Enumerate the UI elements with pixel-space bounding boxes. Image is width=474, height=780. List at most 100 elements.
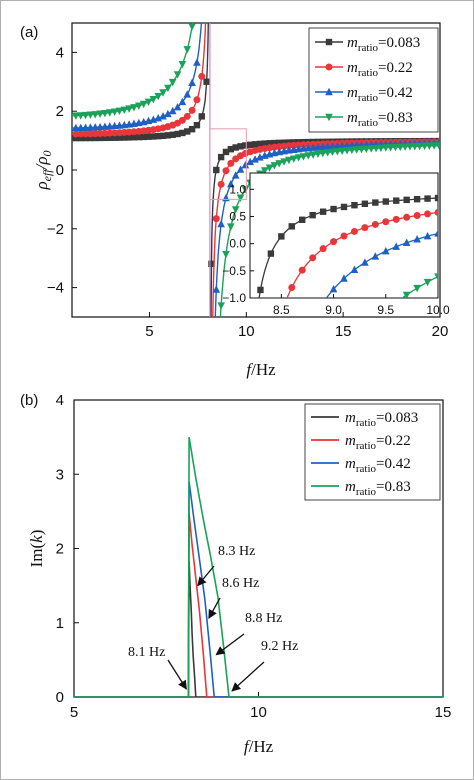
inset-series-marker-2: [434, 229, 438, 237]
inset-series-marker-0: [288, 223, 295, 230]
legend-entry-1: mratio=0.22: [347, 60, 413, 79]
series-marker-3: [381, 144, 390, 152]
series-marker-2: [217, 219, 225, 228]
series-marker-2: [227, 179, 235, 188]
series-marker-1: [72, 130, 80, 138]
series-marker-3: [125, 105, 133, 113]
panel-a-curves: [72, 23, 440, 317]
panel-b-ylabel: Im(k): [27, 530, 46, 568]
series-marker-3: [362, 145, 371, 153]
series-marker-0: [251, 141, 259, 148]
inset-series-marker-0: [403, 196, 410, 204]
series-marker-3: [323, 149, 332, 157]
series-marker-1: [217, 180, 225, 188]
series-marker-0: [145, 133, 152, 140]
series-marker-3: [415, 142, 424, 151]
inset-series-marker-1: [350, 227, 358, 235]
inset-series-marker-2: [361, 258, 369, 266]
inset-series-marker-3: [402, 291, 411, 298]
inset-series-marker-1: [288, 284, 296, 292]
series-marker-0: [232, 144, 239, 151]
inset-series-marker-0: [309, 211, 316, 219]
series-marker-3: [96, 110, 104, 118]
series-marker-3: [81, 111, 90, 120]
series-marker-3: [265, 164, 274, 172]
series-marker-2: [231, 171, 240, 179]
inset-series-marker-0: [330, 205, 337, 213]
inset-series-marker-3: [434, 273, 438, 281]
panel-b-chart: (b) 5 10 15 0 1 2 3 4 f/Hz Im(k) mratio=0.083 mratio…: [20, 392, 451, 756]
series-marker-0: [101, 134, 109, 142]
panel-b-ytick-label: 1: [56, 615, 64, 632]
legend-marker-1: [325, 63, 333, 71]
series-marker-3: [420, 142, 429, 151]
panel-a-chart: (a) 5 10 15 20 −4 −2 0 2 4 f/Hz ρeff/ρ0 mratio=0.083…: [20, 22, 450, 379]
series-line-b-1: [74, 513, 443, 697]
inset-series-marker-1: [434, 208, 438, 216]
series-marker-2: [178, 97, 187, 106]
inset-series-marker-2: [329, 285, 338, 293]
inset-series-marker-0: [434, 194, 438, 202]
inset-series-marker-2: [423, 232, 432, 240]
series-marker-2: [212, 285, 221, 293]
series-marker-3: [319, 149, 327, 158]
series-marker-3: [110, 108, 119, 116]
series-marker-3: [352, 146, 361, 154]
series-marker-3: [183, 46, 192, 54]
inset-series-marker-1: [330, 238, 338, 246]
series-marker-3: [139, 100, 148, 109]
inset-ytick-label: 1.0: [229, 182, 246, 196]
series-marker-3: [411, 143, 419, 151]
legend-b-entry-2: mratio=0.42: [345, 456, 411, 475]
annotation-arrow-4: [231, 661, 265, 692]
inset-series-marker-0: [267, 250, 275, 257]
series-marker-3: [130, 104, 138, 112]
inset-series-marker-2: [340, 274, 348, 282]
inset-series-marker-2: [392, 242, 401, 250]
panel-a-xtick-label: 15: [335, 323, 352, 340]
inset-series-marker-0: [257, 286, 264, 294]
series-marker-3: [289, 155, 298, 163]
series-line-b-3: [74, 436, 443, 697]
series-marker-2: [241, 161, 250, 169]
series-marker-0: [116, 134, 123, 141]
inset-ytick-label: −1.0: [222, 291, 246, 305]
inset-ytick-label: 0.5: [229, 209, 246, 223]
series-marker-0: [213, 166, 220, 174]
series-marker-3: [430, 142, 438, 150]
series-marker-3: [144, 98, 153, 106]
panel-b-ytick-label: 4: [56, 392, 64, 409]
inset-series-marker-2: [402, 238, 411, 246]
series-marker-3: [396, 143, 405, 152]
series-marker-1: [212, 215, 220, 223]
inset-series-marker-1: [298, 266, 306, 274]
panel-b-xlabel: f/Hz: [244, 737, 274, 756]
inset-series-marker-2: [413, 235, 421, 243]
series-marker-3: [222, 250, 230, 259]
panel-a-xlabel: f/Hz: [246, 360, 276, 379]
inset-series-marker-1: [340, 232, 348, 240]
panel-b-label: (b): [20, 392, 38, 409]
series-marker-3: [401, 143, 409, 151]
annotation-label-1: 8.3 Hz: [218, 544, 255, 559]
inset-series-marker-0: [393, 197, 400, 204]
inset-series-marker-1: [361, 224, 369, 232]
series-marker-3: [188, 23, 196, 31]
series-marker-3: [280, 158, 288, 166]
panel-a-label: (a): [20, 24, 38, 41]
annotation-label-0: 8.1 Hz: [128, 645, 165, 660]
inset-series-marker-1: [309, 254, 317, 262]
series-marker-0: [193, 121, 201, 129]
series-marker-2: [193, 58, 201, 66]
series-marker-2: [76, 123, 85, 132]
series-marker-3: [275, 160, 284, 168]
inset-xtick-label: 9.5: [377, 303, 394, 317]
series-marker-3: [86, 111, 95, 119]
annotation-arrow-1: [197, 565, 215, 587]
series-marker-0: [227, 146, 235, 153]
inset-series-marker-0: [361, 200, 369, 207]
inset-series-marker-2: [371, 252, 380, 260]
series-marker-3: [328, 148, 337, 157]
inset-series-marker-0: [319, 208, 327, 215]
series-marker-2: [236, 165, 245, 173]
